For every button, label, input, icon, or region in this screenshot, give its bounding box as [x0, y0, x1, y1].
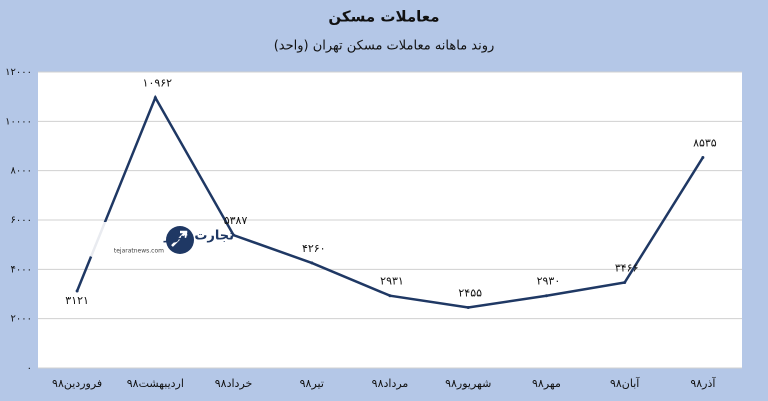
data-label: ۱۰۹۶۲: [143, 77, 173, 90]
point: [388, 294, 392, 298]
data-label: ۳۱۲۱: [65, 294, 89, 307]
watermark-bg: [80, 222, 198, 258]
y-tick-label: ۸۰۰۰: [11, 166, 32, 177]
y-tick-label: ۱۰۰۰۰: [5, 116, 32, 127]
data-label: ۸۵۳۵: [693, 136, 717, 149]
x-tick-label: اردیبهشت۹۸: [127, 377, 184, 390]
point: [310, 261, 314, 265]
watermark-arrow: [171, 230, 188, 247]
data-label: ۳۴۶۶: [615, 262, 639, 275]
data-label: ۲۹۳۰: [537, 275, 561, 288]
x-tick-label: شهریور۹۸: [445, 377, 491, 390]
point: [544, 294, 548, 298]
data-label: ۵۳۸۷: [224, 214, 248, 227]
point: [232, 233, 236, 237]
y-tick-label: ۶۰۰۰: [11, 215, 32, 226]
data-label: ۴۲۶۰: [302, 242, 326, 255]
watermark-url: tejaratnews.com: [114, 248, 164, 255]
x-tick-label: فروردین۹۸: [52, 377, 102, 390]
x-tick-label: مهر۹۸: [532, 377, 561, 390]
point: [623, 281, 627, 285]
chart-subtitle: روند ماهانه معاملات مسکن تهران (واحد): [274, 39, 495, 54]
y-tick-label: ۴۰۰۰: [11, 264, 32, 275]
point: [701, 155, 705, 159]
x-tick-label: آذر۹۸: [690, 376, 716, 390]
point: [466, 305, 470, 309]
x-tick-label: مرداد۹۸: [372, 377, 409, 390]
x-tick-label: آبان۹۸: [610, 376, 640, 390]
x-tick-label: خرداد۹۸: [215, 377, 253, 390]
chart-title: معاملات مسکن: [328, 8, 439, 26]
watermark-name: تجارت نیوز: [163, 229, 234, 244]
y-tick-label: ۲۰۰۰: [11, 314, 32, 325]
data-label: ۲۴۵۵: [458, 286, 482, 299]
point: [75, 289, 79, 293]
data-label: ۲۹۳۱: [380, 275, 404, 288]
y-tick-label: ۰: [27, 363, 32, 374]
y-tick-label: ۱۲۰۰۰: [5, 67, 32, 78]
point: [153, 96, 157, 100]
watermark: تجارت نیوز tejaratnews.com: [80, 222, 234, 258]
x-tick-label: تیر۹۸: [300, 377, 324, 390]
